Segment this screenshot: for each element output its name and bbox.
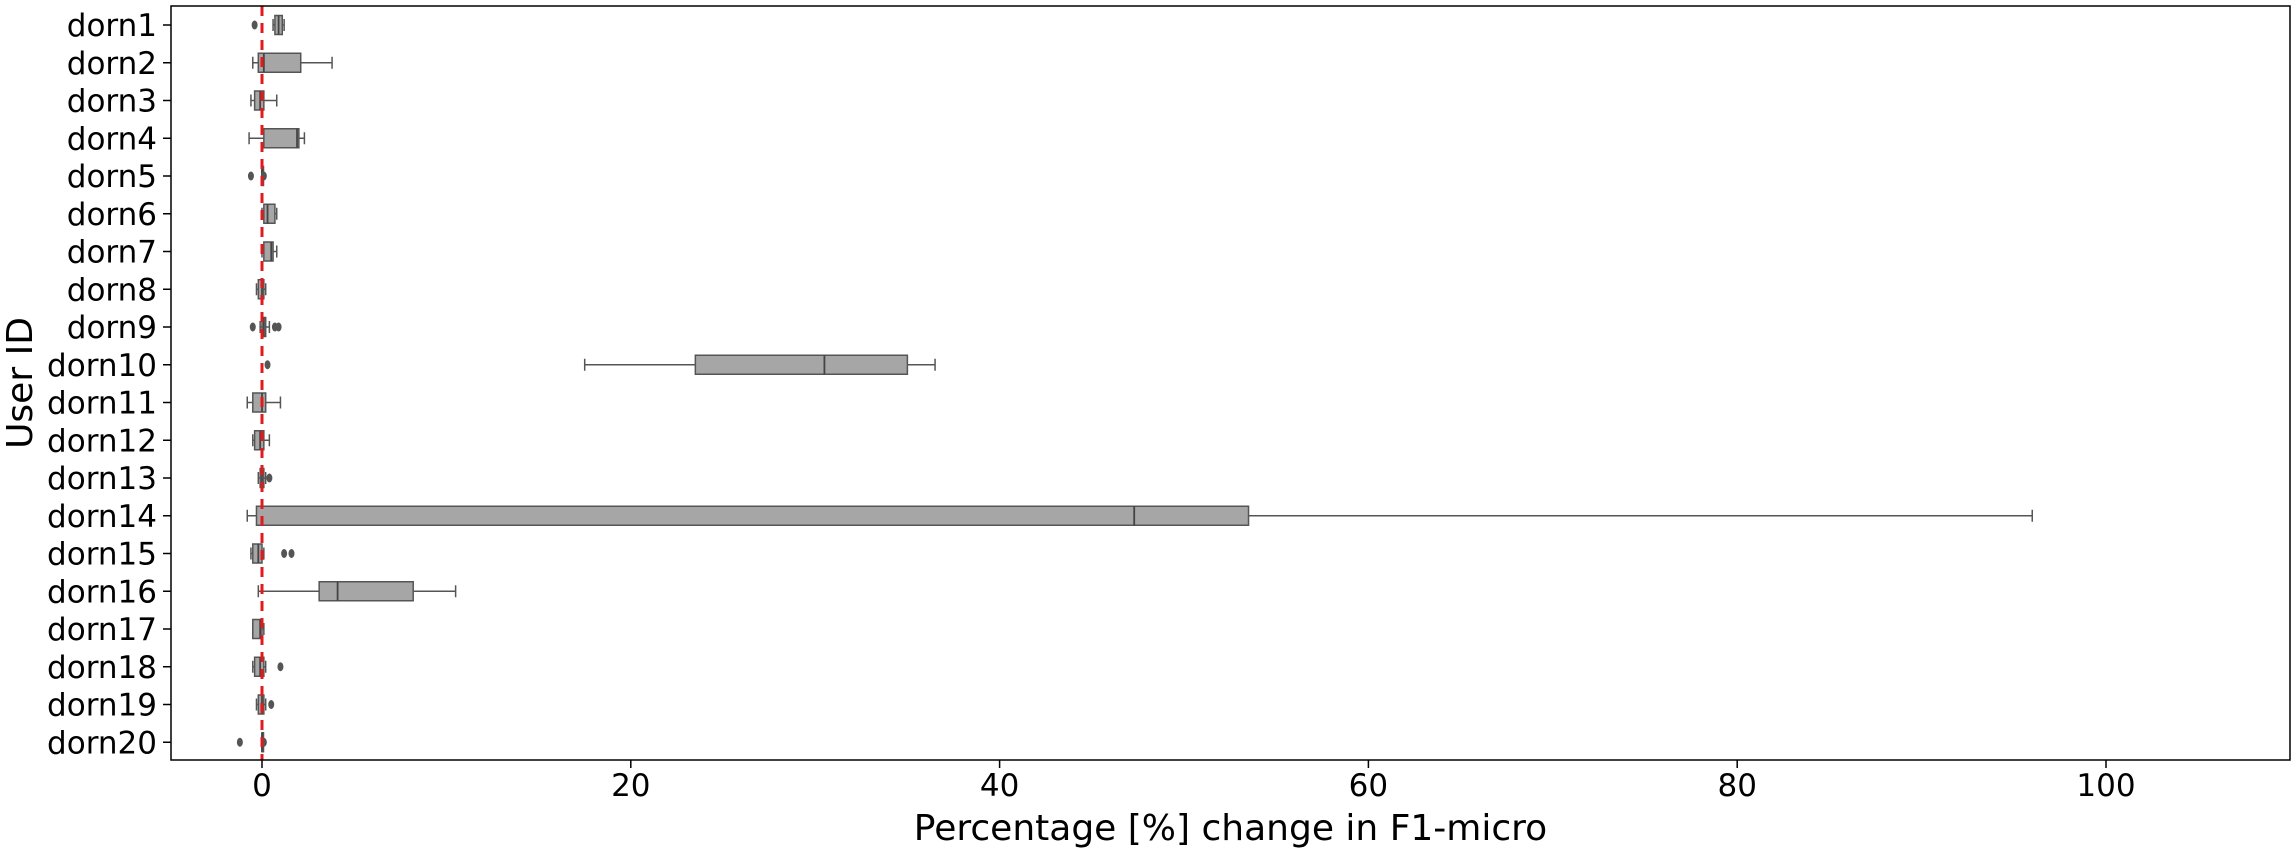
iqr-box-dorn6 (263, 203, 276, 224)
y-tick-label-dorn10: dorn10 (47, 348, 157, 384)
box-dorn9 (249, 316, 282, 338)
flier-dorn20-0 (236, 737, 243, 747)
iqr-box-dorn2 (257, 52, 302, 73)
flier-dorn9-2 (275, 322, 282, 332)
iqr-box-dorn18 (253, 656, 265, 677)
iqr-box-dorn12 (253, 430, 265, 451)
box-dorn19 (255, 694, 275, 715)
flier-dorn1-0 (251, 20, 258, 30)
y-tick-label-dorn16: dorn16 (47, 574, 157, 610)
box-dorn5 (247, 165, 267, 187)
x-tick-labels: 0 20 40 60 80 100 (252, 768, 2135, 804)
x-tick-label-0: 0 (252, 768, 272, 804)
y-tick-label-dorn15: dorn15 (47, 537, 157, 573)
flier-dorn19-0 (268, 700, 275, 709)
box-dorn18 (252, 656, 284, 677)
flier-dorn10-0 (264, 360, 271, 370)
iqr-box-dorn11 (252, 392, 267, 413)
plot-frame (170, 5, 2291, 761)
y-tick-label-dorn20: dorn20 (47, 725, 157, 761)
box-dorn15 (250, 543, 295, 564)
y-tick-labels: dorn1dorn2dorn3dorn4dorn5dorn6dorn7dorn8… (47, 8, 157, 761)
y-tick-label-dorn11: dorn11 (47, 386, 157, 422)
x-tick-label-80: 80 (1717, 768, 1756, 804)
box-dorn1 (251, 14, 285, 36)
y-tick-label-dorn12: dorn12 (47, 423, 157, 459)
flier-dorn13-0 (266, 473, 273, 483)
y-tick-label-dorn6: dorn6 (67, 197, 157, 233)
y-tick-label-dorn18: dorn18 (47, 650, 157, 686)
y-tick-label-dorn7: dorn7 (67, 235, 157, 271)
iqr-box-dorn16 (318, 581, 414, 602)
y-tick-label-dorn3: dorn3 (67, 84, 157, 120)
x-axis-label: Percentage [%] change in F1-micro (914, 808, 1547, 849)
box-dorn17 (252, 618, 265, 640)
iqr-box-dorn17 (252, 618, 263, 640)
box-dorn10 (264, 354, 936, 375)
iqr-box-dorn3 (253, 90, 265, 111)
flier-dorn9-0 (249, 322, 256, 332)
y-tick-label-dorn13: dorn13 (47, 461, 157, 497)
iqr-box-dorn7 (263, 241, 274, 262)
box-dorn3 (250, 90, 278, 111)
flier-dorn5-0 (247, 171, 254, 181)
box-dorn14 (246, 505, 2033, 526)
x-tick-label-20: 20 (611, 768, 650, 804)
y-tick-label-dorn5: dorn5 (67, 159, 157, 195)
x-tick-label-100: 100 (2076, 768, 2135, 804)
y-tick-label-dorn17: dorn17 (47, 612, 157, 648)
y-tick-label-dorn19: dorn19 (47, 688, 157, 724)
iqr-box-dorn14 (255, 505, 1250, 526)
flier-dorn15-1 (288, 549, 295, 558)
y-ticks (163, 24, 171, 743)
box-series (236, 14, 2033, 753)
x-tick-label-40: 40 (980, 768, 1019, 804)
box-dorn12 (252, 430, 271, 451)
box-dorn13 (257, 467, 273, 489)
box-dorn16 (257, 581, 457, 602)
flier-dorn18-0 (277, 662, 284, 672)
box-dorn11 (246, 392, 282, 413)
box-dorn6 (261, 203, 278, 224)
flier-dorn15-0 (281, 549, 288, 558)
x-tick-label-60: 60 (1349, 768, 1388, 804)
y-axis-label: User ID (0, 317, 41, 449)
y-tick-label-dorn8: dorn8 (67, 272, 157, 308)
box-dorn7 (261, 241, 278, 262)
box-dorn2 (252, 52, 333, 73)
y-tick-label-dorn4: dorn4 (67, 121, 157, 157)
x-ticks (261, 760, 2107, 768)
box-dorn4 (248, 128, 306, 149)
iqr-box-dorn4 (263, 128, 300, 149)
y-tick-label-dorn2: dorn2 (67, 46, 157, 82)
iqr-box-dorn10 (694, 354, 909, 375)
y-tick-label-dorn1: dorn1 (67, 8, 157, 44)
y-tick-label-dorn9: dorn9 (67, 310, 157, 346)
y-tick-label-dorn14: dorn14 (47, 499, 157, 535)
